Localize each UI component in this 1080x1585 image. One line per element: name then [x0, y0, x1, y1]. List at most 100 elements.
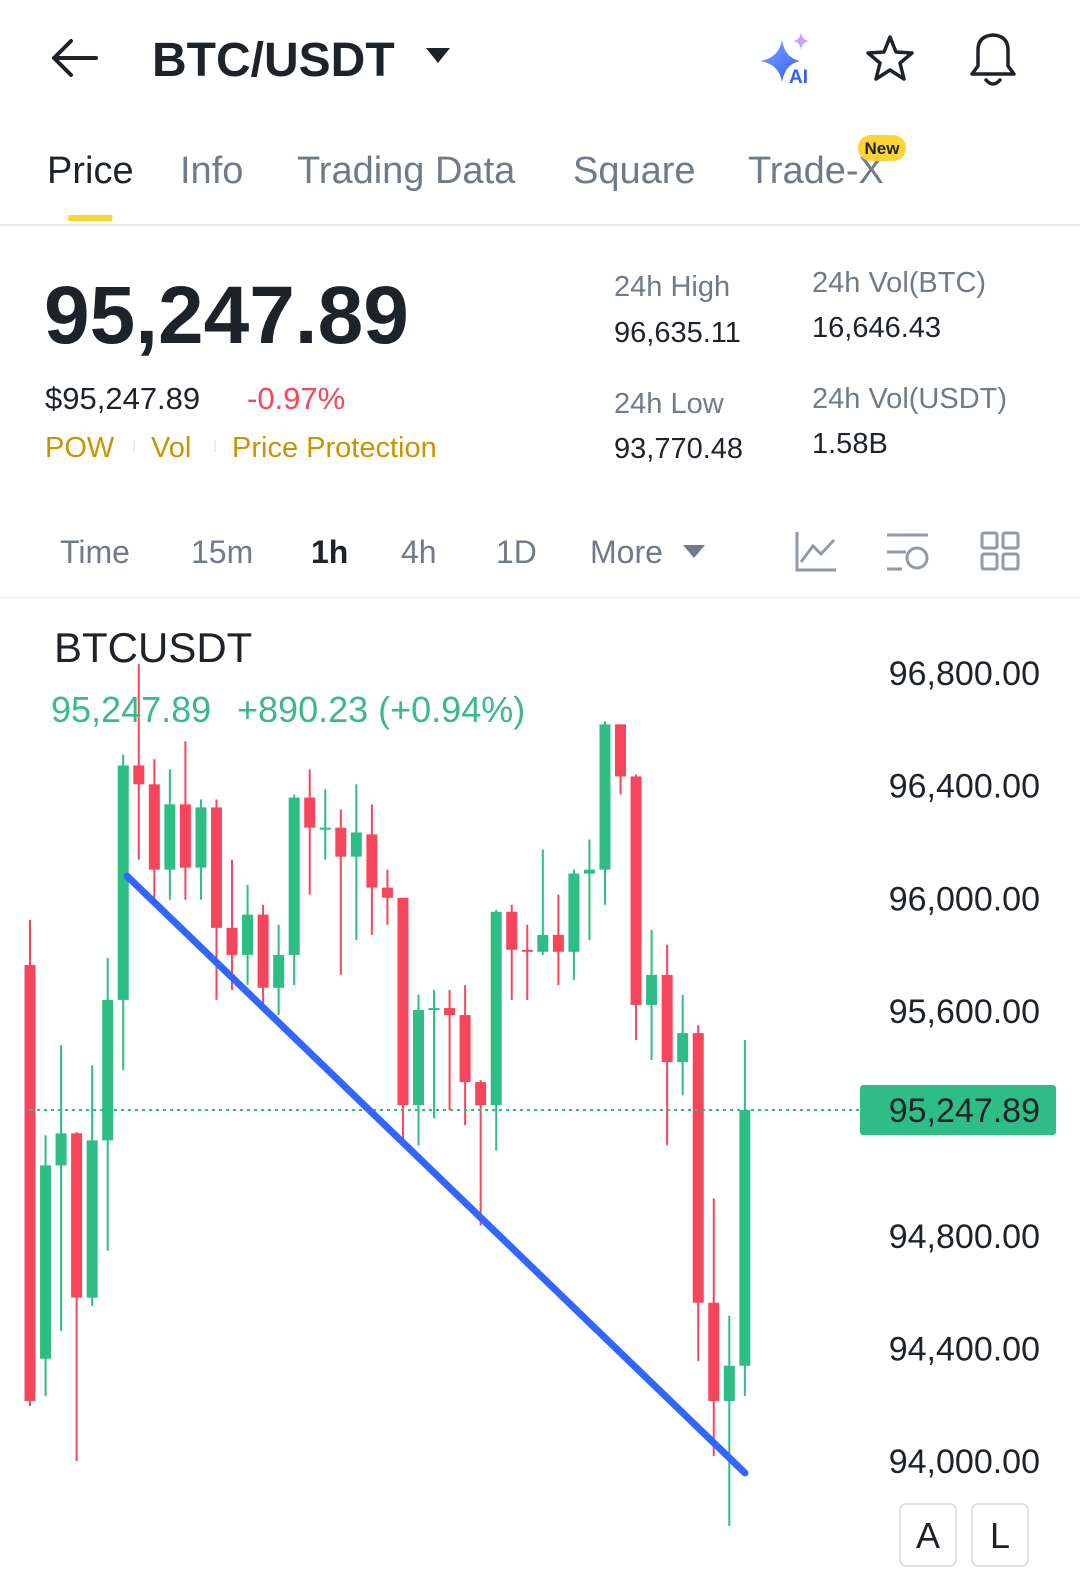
- icon-cell: [1001, 552, 1020, 571]
- candle-body: [490, 911, 502, 1106]
- usd-price: $95,247.89: [45, 381, 200, 416]
- layout-icon[interactable]: [980, 531, 1020, 571]
- candle-body: [319, 827, 331, 830]
- trend-line-drawing: [123, 872, 749, 1477]
- candle-body: [583, 869, 595, 874]
- candle-body: [459, 1015, 471, 1083]
- candle-body: [55, 1133, 67, 1166]
- header: BTC/USDT AI: [52, 32, 1016, 88]
- candle-body: [568, 873, 580, 952]
- ai-label: AI: [789, 67, 808, 88]
- candle-body: [630, 776, 642, 1005]
- auto-scale-button[interactable]: [899, 1503, 957, 1567]
- candle-body: [350, 832, 362, 857]
- candle-body: [242, 914, 254, 955]
- icon-axes: [795, 532, 836, 572]
- tag[interactable]: Vol: [151, 432, 191, 464]
- tag-separator: [133, 440, 135, 452]
- stat-value: 96,635.11: [614, 317, 741, 349]
- tab[interactable]: Price: [47, 150, 134, 192]
- icon-gear: [905, 546, 929, 570]
- tab[interactable]: Square: [573, 150, 696, 192]
- price-axis: 96,800.00 96,400.00 96,000.00 95,600.00 94,8…: [860, 655, 1056, 1481]
- y-tick-label: 94,400.00: [889, 1331, 1040, 1369]
- interval[interactable]: 1D: [496, 534, 537, 570]
- tab-bar: Price Info Trading Data Square Trade-X N…: [47, 135, 906, 221]
- candle-body: [179, 804, 191, 868]
- candle-body: [444, 1008, 456, 1016]
- pair-dropdown[interactable]: [426, 48, 450, 63]
- log-scale-button[interactable]: [971, 1503, 1029, 1567]
- candle-body: [381, 887, 393, 898]
- interval[interactable]: 4h: [401, 534, 437, 570]
- bell-body: [970, 33, 1016, 76]
- interval[interactable]: More: [590, 534, 663, 570]
- interval[interactable]: 1h: [311, 534, 348, 570]
- y-tick-label: 96,000.00: [889, 880, 1040, 918]
- icon-lines: [887, 533, 928, 571]
- y-tick-label: 95,600.00: [889, 993, 1040, 1031]
- candle-body: [335, 827, 347, 857]
- ai-button[interactable]: AI: [760, 32, 809, 88]
- interval-bar: Time 15m 1h 4h 1D More: [60, 531, 1020, 572]
- candle-body: [86, 1140, 98, 1298]
- tab[interactable]: Info: [180, 150, 243, 192]
- candle-body: [739, 1109, 751, 1366]
- candle-body: [164, 804, 176, 870]
- candle-body: [646, 974, 658, 1005]
- ai-sparkle: [760, 40, 800, 82]
- favorite-star[interactable]: [866, 35, 914, 81]
- button-label: A: [916, 1515, 940, 1556]
- candle-body: [195, 807, 207, 868]
- pair-title[interactable]: BTC/USDT: [152, 34, 395, 87]
- candle-body: [117, 765, 129, 1000]
- notification-bell[interactable]: [970, 33, 1016, 86]
- y-tick-label: 94,000.00: [889, 1443, 1040, 1481]
- last-price: 95,247.89: [44, 270, 409, 361]
- interval[interactable]: 15m: [191, 534, 253, 570]
- current-price-box: [860, 1084, 1056, 1135]
- tag-separator: [214, 440, 216, 452]
- ticker: 95,247.89 $95,247.89 -0.97% POW Vol Pric…: [44, 267, 1007, 465]
- icon-cell: [1001, 531, 1020, 550]
- candle-body: [428, 1008, 440, 1011]
- stat-label: 24h Vol(USDT): [812, 383, 1007, 415]
- candle-body: [304, 797, 316, 828]
- chart-title: BTCUSDT: [54, 624, 252, 671]
- candle-body: [226, 927, 238, 955]
- stat-label: 24h Low: [614, 388, 725, 420]
- stat-value: 93,770.48: [614, 433, 743, 465]
- interval[interactable]: Time: [60, 534, 130, 570]
- candle-body: [413, 1010, 424, 1106]
- back-button[interactable]: [52, 39, 98, 77]
- tag[interactable]: POW: [45, 432, 115, 464]
- candle-body: [71, 1133, 83, 1298]
- stat-value: 16,646.43: [812, 312, 941, 344]
- new-badge: [858, 135, 906, 161]
- more-dropdown[interactable]: [683, 545, 705, 558]
- y-tick-label: 96,800.00: [889, 655, 1040, 693]
- candlestick-chart: BTCUSDT 95,247.89 +890.23 (+0.94%) 96,80…: [24, 624, 1056, 1527]
- icon-cell: [980, 531, 999, 550]
- indicator-icon[interactable]: [795, 532, 836, 572]
- candle-body: [133, 765, 145, 785]
- candle-body: [708, 1302, 720, 1401]
- stat-value: 1.58B: [812, 428, 888, 460]
- tag[interactable]: Price Protection: [232, 432, 437, 464]
- tab[interactable]: Trading Data: [297, 150, 516, 192]
- tab[interactable]: Trade-X: [748, 150, 884, 192]
- settings-icon[interactable]: [887, 533, 929, 571]
- candle-body: [102, 999, 114, 1141]
- candle-body: [24, 965, 36, 1401]
- icon-line: [799, 538, 836, 563]
- chart-marks: [24, 664, 860, 1527]
- candle-body: [615, 724, 627, 777]
- candle-body: [273, 954, 285, 988]
- y-tick-label: 96,400.00: [889, 768, 1040, 806]
- candle-body: [537, 934, 549, 952]
- candle-body: [210, 807, 222, 928]
- legend-change: +890.23 (+0.94%): [237, 689, 525, 730]
- candle-body: [40, 1165, 52, 1359]
- candle-body: [723, 1365, 735, 1401]
- candle-body: [661, 974, 673, 1063]
